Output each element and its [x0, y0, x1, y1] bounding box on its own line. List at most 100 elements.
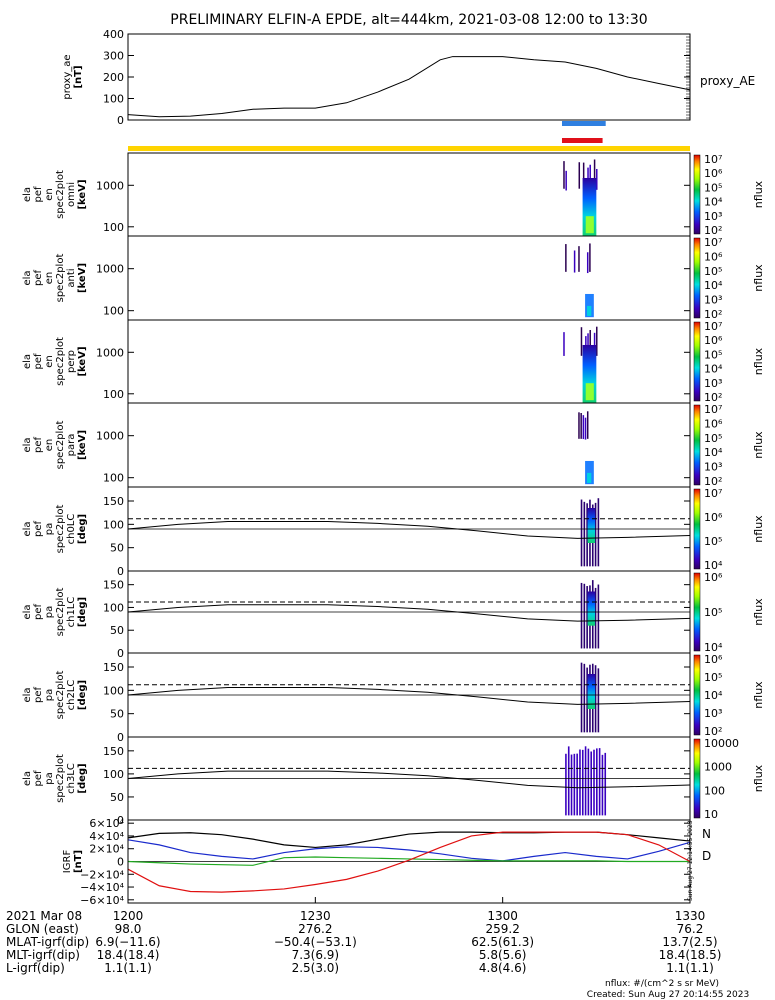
series-line-proxy-ae	[127, 56, 691, 118]
y-tick-label: 150	[103, 745, 124, 758]
pa-spectrogram-column	[601, 754, 604, 816]
y-axis-label: spec2plot	[55, 337, 66, 386]
colorbar	[693, 738, 701, 819]
footer-value: 4.8(4.6)	[479, 961, 527, 975]
spectrogram-cell	[565, 244, 567, 272]
colorbar-tick-label: 10⁷	[704, 153, 722, 166]
igrf-series-1	[127, 839, 691, 862]
panel-frame	[127, 235, 691, 321]
y-axis-label: ela	[22, 354, 33, 369]
colorbar-tick-label: 10000	[704, 737, 739, 750]
y-axis-label: perp	[66, 350, 77, 373]
spectrogram-cell	[578, 412, 580, 439]
spectrogram-cell	[565, 170, 567, 191]
pa-spectrogram-column	[598, 748, 601, 816]
pa-spectrogram-column	[597, 584, 600, 649]
y-tick-label: 100	[103, 305, 124, 318]
y-axis-label: pa	[44, 772, 55, 784]
y-tick-label: 100	[103, 768, 124, 781]
y-axis-label: en	[44, 355, 55, 368]
spectrogram-flux-block	[585, 460, 594, 485]
pa-spectrogram-column	[586, 667, 588, 733]
y-tick-label: 100	[103, 221, 124, 234]
y-axis-label: pef	[33, 270, 44, 287]
pa-spectrogram-column	[576, 753, 578, 816]
colorbar-label: nflux	[752, 431, 765, 459]
y-tick-label: 1000	[96, 179, 124, 192]
y-tick-label: 1000	[96, 346, 124, 359]
y-axis-label: ch0LC	[66, 514, 77, 545]
y-axis-label: en	[44, 439, 55, 452]
colorbar-tick-label: 10²	[704, 391, 722, 404]
y-tick-label: 0	[117, 814, 124, 827]
y-axis-label: pa	[44, 606, 55, 618]
colorbar-tick-label: 10⁷	[704, 320, 722, 333]
footer-value: 18.4(18.4)	[97, 948, 160, 962]
pa-spectrogram-column	[567, 746, 570, 816]
y-axis-label: spec2plot	[55, 254, 66, 303]
colorbar-tick-label: 10³	[704, 461, 722, 474]
y-axis-label: omni	[66, 182, 77, 207]
y-axis-label: anti	[66, 268, 77, 287]
spectrogram-cell	[589, 243, 591, 272]
colorbar-tick-label: 10⁶	[704, 167, 723, 180]
orbit-bar-yellow	[128, 146, 690, 151]
pa-spectrogram-column	[580, 582, 583, 649]
footer-label: 2021 Mar 08	[6, 909, 82, 923]
spectrogram-cell	[563, 332, 565, 356]
y-tick-label: 100	[103, 93, 124, 106]
colorbar-tick-label: 1000	[704, 761, 732, 774]
pa-spectrogram-column	[570, 754, 573, 816]
y-tick-label: −2×10⁴	[80, 868, 124, 881]
pa-spectrogram-column	[583, 663, 586, 733]
y-axis-label: ela	[22, 187, 33, 202]
y-axis-label: en	[44, 272, 55, 285]
y-tick-label: 0	[117, 565, 124, 578]
legend-d: D	[702, 849, 711, 863]
colorbar	[693, 237, 701, 319]
spectrogram-cell	[593, 332, 596, 357]
y-axis-label: spec2plot	[55, 588, 66, 637]
legend-n: N	[702, 827, 711, 841]
colorbar-tick-label: 10⁴	[704, 446, 723, 459]
panel-frame	[127, 319, 691, 404]
pa-spectrogram-column	[594, 587, 597, 649]
page-title: PRELIMINARY ELFIN-A EPDE, alt=444km, 202…	[170, 12, 647, 28]
footer-label: MLAT-igrf(dip)	[6, 935, 89, 949]
colorbar-tick-label: 100	[704, 784, 725, 797]
pa-spectrogram-column	[584, 746, 587, 816]
y-axis-label: ela	[22, 687, 33, 702]
pa-spectrogram-column	[583, 583, 586, 649]
footer-value: 1300	[487, 909, 518, 923]
y-tick-label: 6×10⁴	[89, 817, 124, 830]
y-tick-label: 100	[103, 684, 124, 697]
pa-spectrogram-column	[583, 501, 586, 567]
panel-ela_pef_pa_spec2plot_ch2LC: ela pef pa spec2plot ch2LC [deg] 0 50 100 150 10² 1…	[22, 652, 765, 744]
colorbar-tick-label: 10⁵	[704, 432, 722, 445]
footer-value: 276.2	[298, 922, 332, 936]
y-axis-label: ch1LC	[66, 597, 77, 628]
y-axis-label: [keV]	[77, 263, 88, 293]
loss-cone-line	[127, 770, 691, 789]
colorbar-label: nflux	[752, 264, 765, 292]
colorbar-label: nflux	[752, 681, 765, 709]
footer-value: 76.2	[677, 922, 704, 936]
y-axis-label: pef	[33, 521, 44, 538]
pa-spectrogram-column	[586, 586, 588, 649]
y-tick-label: 100	[103, 601, 124, 614]
pa-spectrogram-column	[573, 753, 576, 816]
colorbar-tick-label: 10⁶	[704, 511, 723, 524]
y-axis-label: pef	[33, 186, 44, 203]
pa-spectrogram-core	[587, 591, 596, 626]
footer-value: 62.5(61.3)	[471, 935, 534, 949]
panel-proxy_ae: proxy_ae [nT] 0 100 200 300 400 proxy_AE	[62, 28, 755, 127]
pa-spectrogram-column	[596, 748, 598, 816]
spectrogram-cell	[573, 250, 576, 273]
colorbar-label: nflux	[752, 347, 765, 375]
loss-cone-line	[127, 521, 691, 539]
y-tick-label: 0	[117, 114, 124, 127]
y-axis-label: [keV]	[77, 346, 88, 376]
colorbar-tick-label: 10⁵	[704, 181, 722, 194]
